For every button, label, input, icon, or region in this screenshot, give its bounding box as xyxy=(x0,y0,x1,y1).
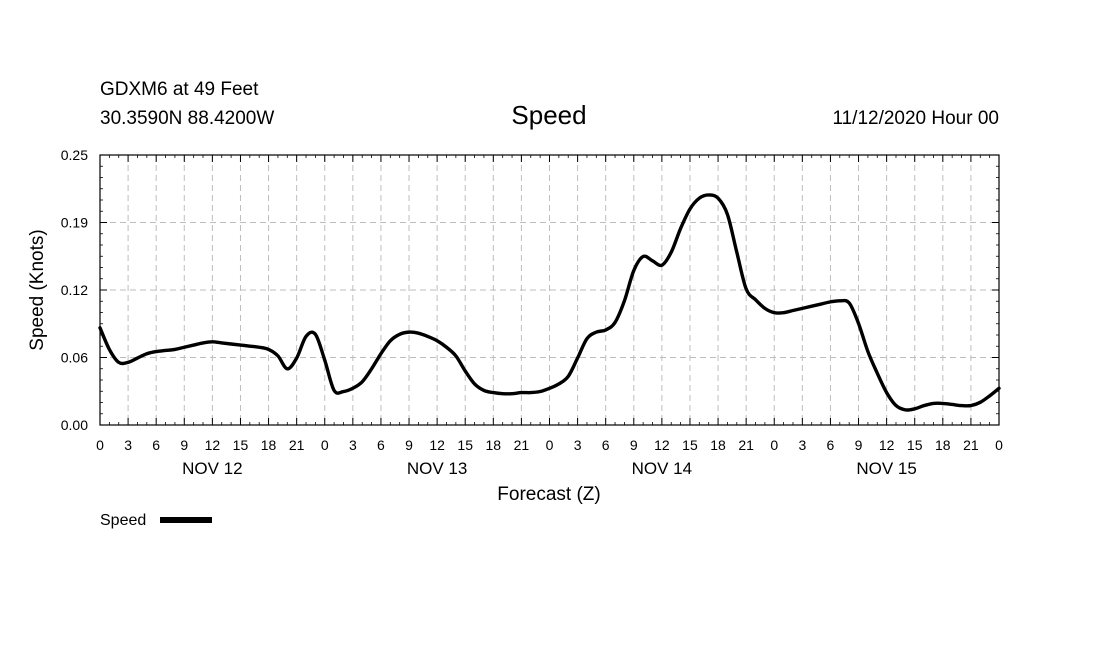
x-tick-label: 0 xyxy=(995,437,1003,453)
x-tick-label: 12 xyxy=(879,437,895,453)
x-tick-label: 12 xyxy=(205,437,221,453)
x-tick-label: 9 xyxy=(180,437,188,453)
x-tick-label: 3 xyxy=(798,437,806,453)
day-label: NOV 12 xyxy=(182,459,242,478)
run-time-label: 11/12/2020 Hour 00 xyxy=(832,108,999,129)
x-tick-label: 6 xyxy=(377,437,385,453)
y-tick-label: 0.19 xyxy=(61,215,88,231)
x-tick-label: 0 xyxy=(770,437,778,453)
x-tick-label: 18 xyxy=(710,437,726,453)
x-tick-label: 12 xyxy=(654,437,670,453)
x-tick-label: 6 xyxy=(827,437,835,453)
x-axis-label: Forecast (Z) xyxy=(497,484,600,505)
legend-swatch xyxy=(160,517,212,523)
x-tick-label: 18 xyxy=(486,437,502,453)
plot-frame xyxy=(99,154,1000,426)
grid-lines xyxy=(100,155,999,425)
x-tick-label: 9 xyxy=(855,437,863,453)
y-tick-label: 0.25 xyxy=(61,147,88,163)
x-tick-label: 0 xyxy=(96,437,104,453)
chart-title: Speed xyxy=(511,100,586,130)
location-label: 30.3590N 88.4200W xyxy=(100,108,274,129)
day-label: NOV 14 xyxy=(632,459,692,478)
x-tick-label: 15 xyxy=(233,437,249,453)
x-tick-label: 9 xyxy=(630,437,638,453)
x-tick-label: 3 xyxy=(574,437,582,453)
station-label: GDXM6 at 49 Feet xyxy=(100,79,259,100)
y-tick-label: 0.12 xyxy=(61,282,88,298)
x-tick-label: 0 xyxy=(546,437,554,453)
x-tick-label: 18 xyxy=(935,437,951,453)
day-label: NOV 13 xyxy=(407,459,467,478)
y-axis-label: Speed (Knots) xyxy=(27,229,48,350)
x-tick-label: 12 xyxy=(429,437,445,453)
legend-label: Speed xyxy=(100,512,146,529)
x-tick-label: 21 xyxy=(963,437,979,453)
x-tick-label: 15 xyxy=(457,437,473,453)
x-tick-label: 21 xyxy=(514,437,530,453)
x-tick-label: 15 xyxy=(682,437,698,453)
x-tick-label: 21 xyxy=(738,437,754,453)
x-tick-label: 21 xyxy=(289,437,305,453)
x-tick-label: 15 xyxy=(907,437,923,453)
y-tick-label: 0.06 xyxy=(61,350,88,366)
x-tick-label: 3 xyxy=(349,437,357,453)
x-tick-label: 6 xyxy=(602,437,610,453)
x-tick-label: 9 xyxy=(405,437,413,453)
speed-series-line xyxy=(98,193,1001,412)
x-tick-label: 3 xyxy=(124,437,132,453)
tick-labels: 0 3 6 9 12 15 18 21 0 3 6 9 12 15 18 21 0 3 6 9 12 15 18 21 0 3 6 9… xyxy=(61,147,1003,478)
x-tick-label: 0 xyxy=(321,437,329,453)
series-layer xyxy=(98,193,1001,412)
y-tick-label: 0.00 xyxy=(61,417,88,433)
x-tick-label: 18 xyxy=(261,437,277,453)
day-label: NOV 15 xyxy=(856,459,916,478)
x-tick-label: 6 xyxy=(152,437,160,453)
